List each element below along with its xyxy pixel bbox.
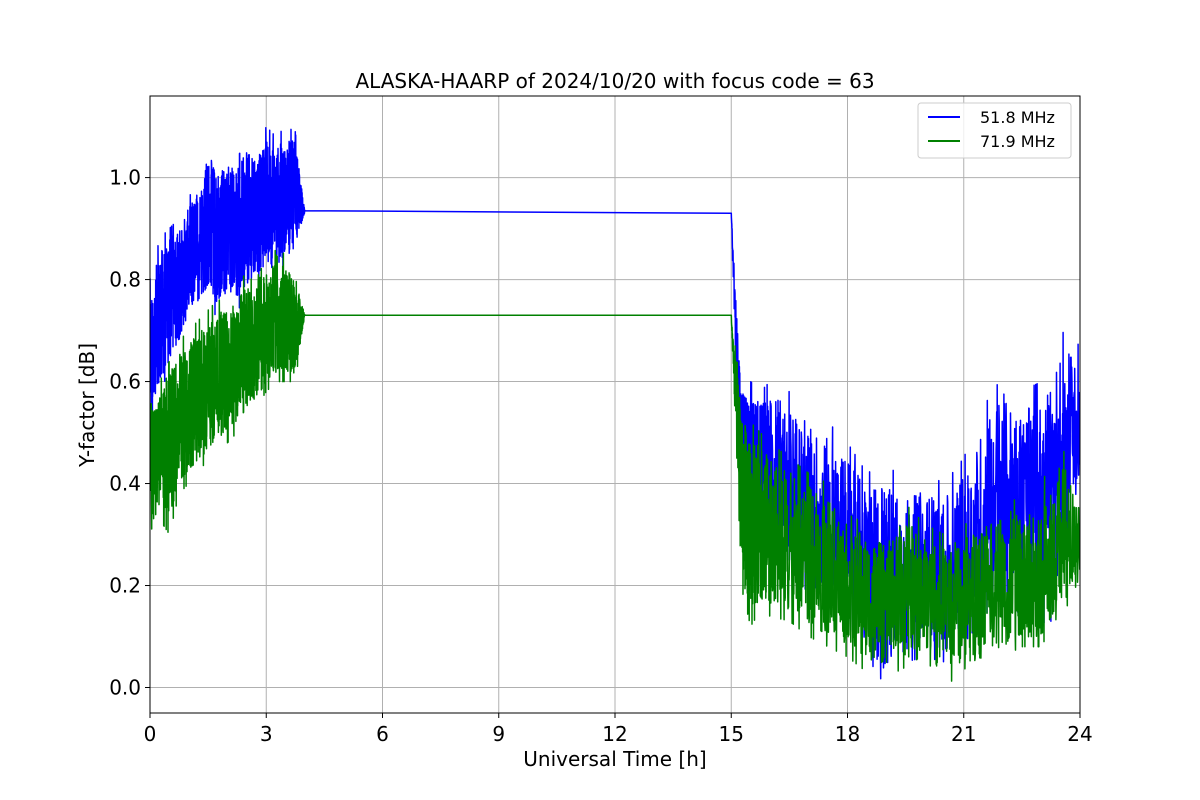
y-tick-label: 0.8 xyxy=(109,268,141,292)
y-axis-ticks: 0.0 0.2 0.4 0.6 0.8 1.0 xyxy=(109,166,150,700)
x-tick-label: 18 xyxy=(835,722,860,746)
y-tick-label: 0.4 xyxy=(109,472,141,496)
legend: 51.8 MHz 71.9 MHz xyxy=(917,102,1072,159)
series-layer xyxy=(150,126,1080,682)
x-tick-label: 15 xyxy=(719,722,744,746)
x-tick-label: 9 xyxy=(492,722,505,746)
series-line-1 xyxy=(150,249,1080,682)
x-tick-label: 12 xyxy=(602,722,627,746)
chart-title: ALASKA-HAARP of 2024/10/20 with focus co… xyxy=(355,69,874,93)
x-tick-label: 21 xyxy=(951,722,976,746)
y-axis-label: Y-factor [dB] xyxy=(75,343,99,468)
y-tick-label: 1.0 xyxy=(109,166,141,190)
x-axis-ticks: 0 3 6 9 12 15 18 21 24 xyxy=(144,713,1093,746)
y-tick-label: 0.2 xyxy=(109,574,141,598)
grid xyxy=(149,96,1081,713)
legend-label-71-9-mhz: 71.9 MHz xyxy=(980,132,1055,151)
y-tick-label: 0.0 xyxy=(109,676,141,700)
x-tick-label: 3 xyxy=(260,722,273,746)
legend-label-51-8-mhz: 51.8 MHz xyxy=(980,108,1055,127)
y-tick-label: 0.6 xyxy=(109,370,141,394)
x-tick-label: 0 xyxy=(144,722,157,746)
x-axis-label: Universal Time [h] xyxy=(523,747,706,771)
x-tick-label: 24 xyxy=(1067,722,1092,746)
x-tick-label: 6 xyxy=(376,722,389,746)
